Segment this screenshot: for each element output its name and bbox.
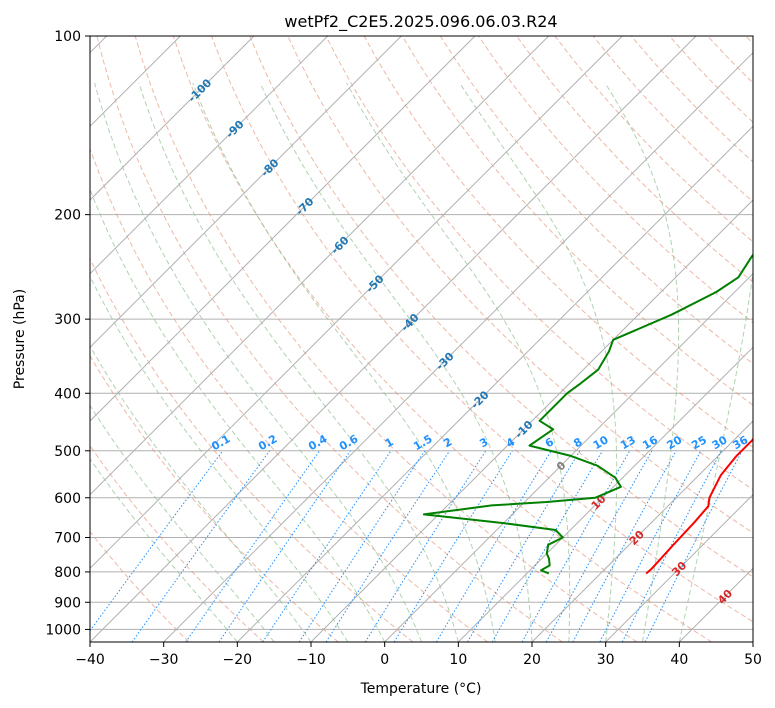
- x-ticks: −40 −30 −20 −10 0 10 20 30 40 50: [75, 642, 762, 668]
- mixing-ratio-line: [621, 450, 722, 642]
- y-tick-label: 200: [54, 208, 81, 224]
- isotherm-line: [90, 36, 697, 642]
- y-ticks: 100 200 300 400 500 600 700 800 900 1000: [45, 29, 90, 638]
- dry-adiabat-line: [90, 444, 264, 642]
- x-tick-label: −10: [296, 652, 326, 668]
- x-tick-label: −30: [149, 652, 179, 668]
- moist-adiabat-line: [604, 82, 679, 642]
- mixing-ratio-line: [262, 450, 392, 642]
- isotherm-line: [236, 125, 753, 642]
- moist-adiabat-line: [192, 82, 496, 642]
- mixing-ratio-line: [298, 450, 426, 642]
- mixing-ratio-line: [185, 450, 321, 642]
- sounding-series: [422, 253, 753, 575]
- dry-adiabat-line: [90, 530, 190, 642]
- x-tick-label: 40: [670, 652, 688, 668]
- x-tick-label: −40: [75, 652, 105, 668]
- dry-adiabat-line: [401, 36, 753, 406]
- moist-adiabat-line: [90, 404, 275, 642]
- y-tick-label: 1000: [45, 622, 81, 638]
- x-tick-label: 50: [744, 652, 762, 668]
- x-tick-label: 30: [597, 652, 615, 668]
- dry-adiabat-line: [325, 36, 753, 491]
- y-tick-label: 400: [54, 386, 81, 402]
- x-axis-label: Temperature (°C): [360, 681, 482, 697]
- isotherm-line: [605, 493, 753, 642]
- mixing-ratio-line: [545, 450, 653, 642]
- y-tick-label: 100: [54, 29, 81, 45]
- moist-adiabat-line: [459, 82, 618, 642]
- dry-adiabat-line: [211, 36, 753, 623]
- dry-adiabat-line: [249, 36, 753, 578]
- dry-adiabat-line: [90, 147, 488, 642]
- mixing-ratio-line: [325, 450, 451, 642]
- x-tick-label: 0: [380, 652, 389, 668]
- moist-adiabat-line: [90, 344, 312, 642]
- y-tick-label: 500: [54, 444, 81, 460]
- mixing-ratio-line: [131, 450, 271, 642]
- dry-adiabat-line: [96, 36, 563, 642]
- isotherm-line: [90, 36, 329, 275]
- mixing-ratio-line: [218, 450, 351, 642]
- moist-adiabat-line: [90, 457, 238, 642]
- temperature-series-line: [645, 437, 753, 575]
- mixing-ratio-line: [644, 450, 743, 642]
- y-tick-label: 900: [54, 595, 81, 611]
- dry-adiabat-line: [90, 354, 339, 642]
- moist-adiabat-line: [346, 82, 571, 642]
- moist-adiabat-line: [138, 82, 459, 642]
- isotherm-line: [90, 36, 255, 201]
- moist-adiabat-line: [90, 275, 349, 642]
- dry-adiabat-line: [134, 36, 638, 642]
- plot-background: [90, 36, 753, 642]
- mixing-ratio-line: [364, 450, 487, 642]
- isotherm-line: [752, 641, 753, 642]
- x-tick-label: −20: [223, 652, 253, 668]
- dewpoint-series-line: [422, 253, 753, 575]
- y-axis-label: Pressure (hPa): [12, 289, 28, 389]
- mixing-ratio-lines: [90, 450, 743, 642]
- isotherm-line: [163, 51, 753, 642]
- mixing-ratio-line: [572, 450, 677, 642]
- x-tick-label: 10: [449, 652, 467, 668]
- dry-adiabat-line: [172, 36, 712, 642]
- plot-frame: [89, 35, 754, 643]
- isotherm-line: [90, 36, 623, 570]
- isotherm-line: [90, 36, 476, 422]
- y-tick-label: 300: [54, 312, 81, 328]
- mixing-ratio-line: [393, 450, 513, 642]
- isotherm-line: [90, 36, 550, 496]
- x-tick-label: 20: [523, 652, 541, 668]
- chart-title: wetPf2_C2E5.2025.096.06.03.R24: [284, 12, 557, 32]
- isotherm-line: [384, 272, 753, 642]
- isotherm-line: [531, 420, 753, 642]
- dry-adiabat-line: [439, 36, 753, 365]
- isotherm-line: [457, 346, 753, 642]
- y-tick-label: 600: [54, 491, 81, 507]
- mixing-ratio-line: [90, 450, 224, 632]
- isotherm-line: [90, 36, 402, 349]
- moist-adiabat-line: [94, 82, 422, 642]
- y-tick-label: 700: [54, 531, 81, 547]
- mixing-ratio-line: [599, 450, 702, 642]
- dry-adiabats: [90, 36, 753, 642]
- mixing-ratio-line: [435, 450, 552, 642]
- moist-adiabat-line: [259, 82, 533, 642]
- y-tick-label: 800: [54, 565, 81, 581]
- dry-adiabat-line: [516, 36, 753, 283]
